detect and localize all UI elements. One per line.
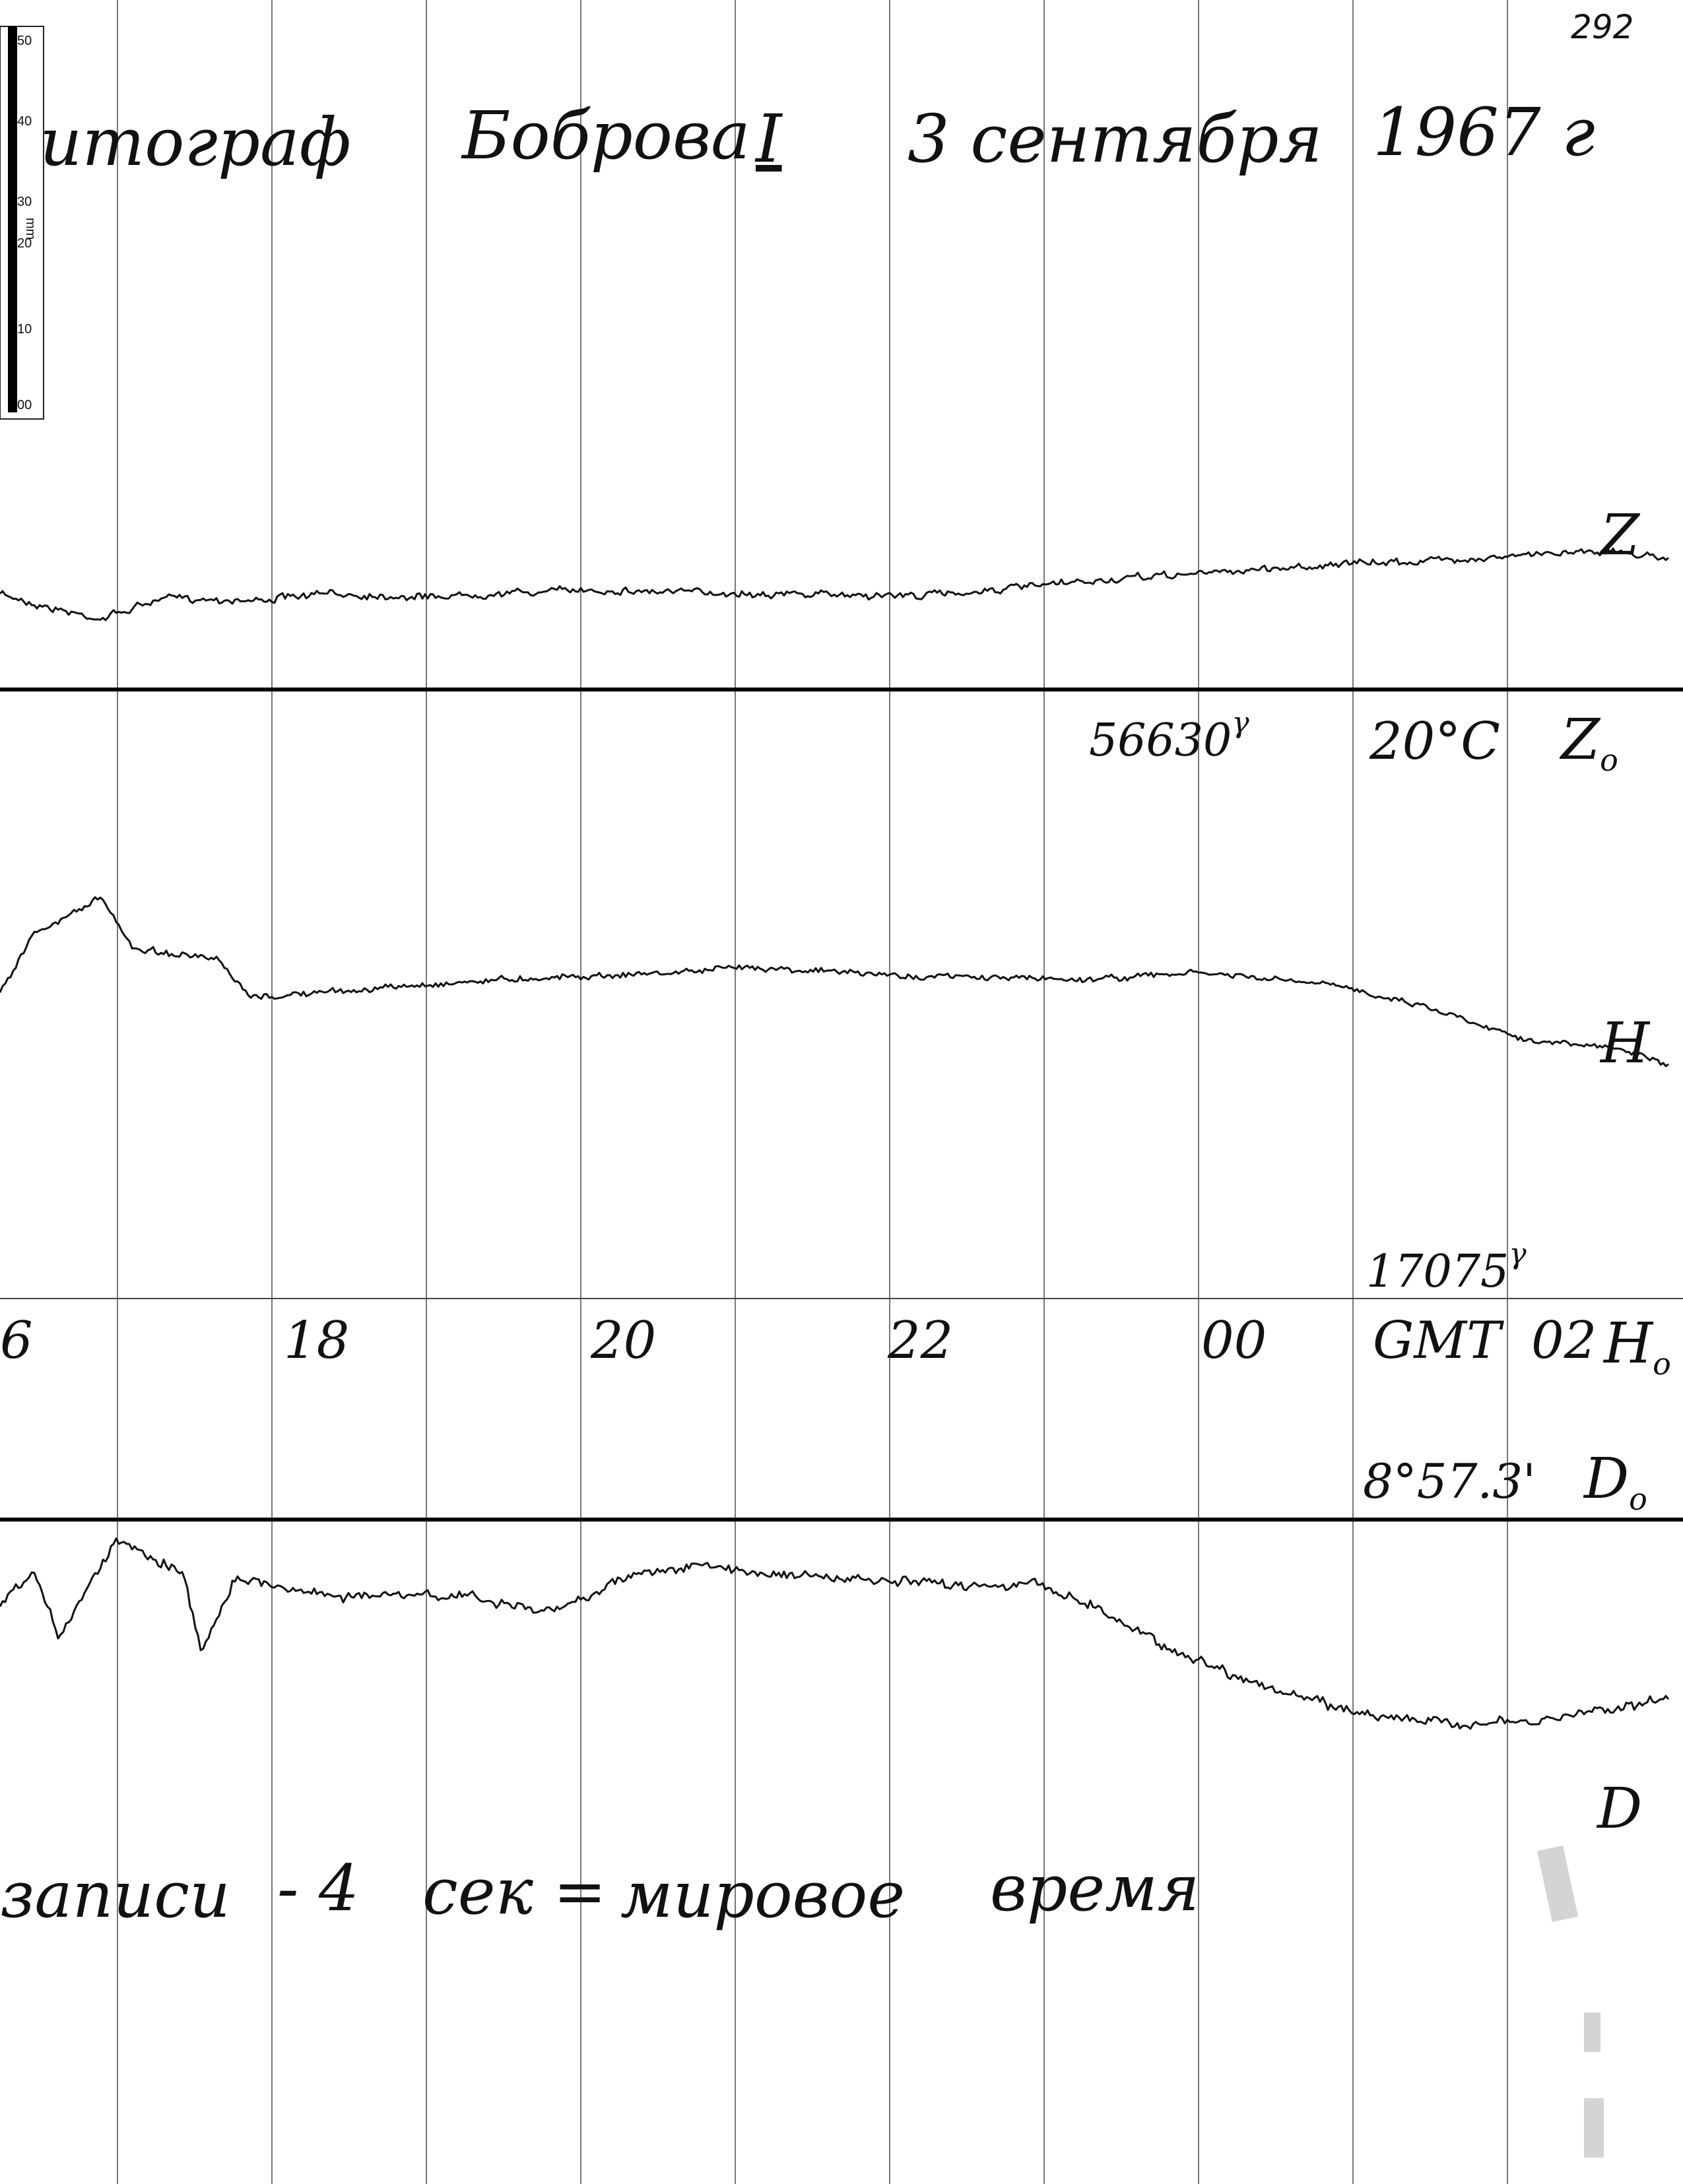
title-station: Боброва — [461, 97, 750, 174]
time-tick-22: 22 — [887, 1311, 953, 1370]
time-tick-20: 20 — [590, 1311, 656, 1370]
footer-part4: мировое — [620, 1858, 905, 1932]
footer-note: записи - 4 сек = мировое время — [0, 1851, 1199, 1932]
ruler-tick-00: 00 — [17, 398, 32, 412]
sheet-number: 292 — [1571, 8, 1634, 46]
z0-value: 56630γ — [1089, 706, 1249, 767]
footer-part5: время — [990, 1851, 1199, 1925]
d0-value: 8°57.3' — [1363, 1454, 1536, 1509]
h0-value: 17075γ — [1366, 1237, 1527, 1298]
ruler-tick-20: 20 — [17, 236, 32, 251]
footer-part2: - 4 — [277, 1851, 359, 1925]
ruler-tick-10: 10 — [17, 322, 32, 337]
title-date: 3 сентября — [908, 100, 1323, 177]
footer-part1: записи — [0, 1858, 230, 1932]
ruler-tick-50: 50 — [17, 34, 32, 48]
time-tick-02: 02 — [1531, 1311, 1597, 1370]
mm-ruler: 50 40 30 20 10 00 mm — [0, 26, 44, 420]
time-axis: 6 18 20 22 00 GMT 02 — [0, 1311, 1597, 1370]
title-year: 1967 г — [1373, 94, 1595, 171]
title-set: I — [754, 100, 783, 177]
ruler-tick-30: 30 — [17, 195, 32, 209]
z0-label: Zo — [1559, 707, 1618, 778]
traces — [0, 547, 1670, 1730]
z-trace-label: Z — [1599, 503, 1641, 568]
hour-grid — [117, 0, 1508, 2184]
time-tick-00: 00 — [1201, 1311, 1267, 1370]
ruler-tick-40: 40 — [17, 114, 32, 129]
d-trace-label: D — [1596, 1776, 1642, 1842]
h-trace-label: H — [1599, 1011, 1651, 1076]
time-tick-16: 6 — [0, 1311, 33, 1370]
timezone-label: GMT — [1373, 1311, 1504, 1370]
trace-h — [0, 896, 1669, 1068]
time-tick-18: 18 — [284, 1311, 349, 1370]
ruler-unit: mm — [23, 218, 38, 240]
temperature-label: 20°C — [1369, 712, 1500, 771]
title: итограф Боброва I 3 сентября 1967 г — [40, 94, 1595, 181]
h0-label: Ho — [1602, 1311, 1671, 1382]
trace-z — [0, 547, 1669, 622]
footer-part3: сек = — [422, 1855, 607, 1929]
d0-label: Do — [1583, 1446, 1647, 1517]
title-instrument: итограф — [40, 104, 351, 181]
trace-d — [0, 1537, 1670, 1730]
paper-smudges — [1537, 1846, 1604, 2158]
